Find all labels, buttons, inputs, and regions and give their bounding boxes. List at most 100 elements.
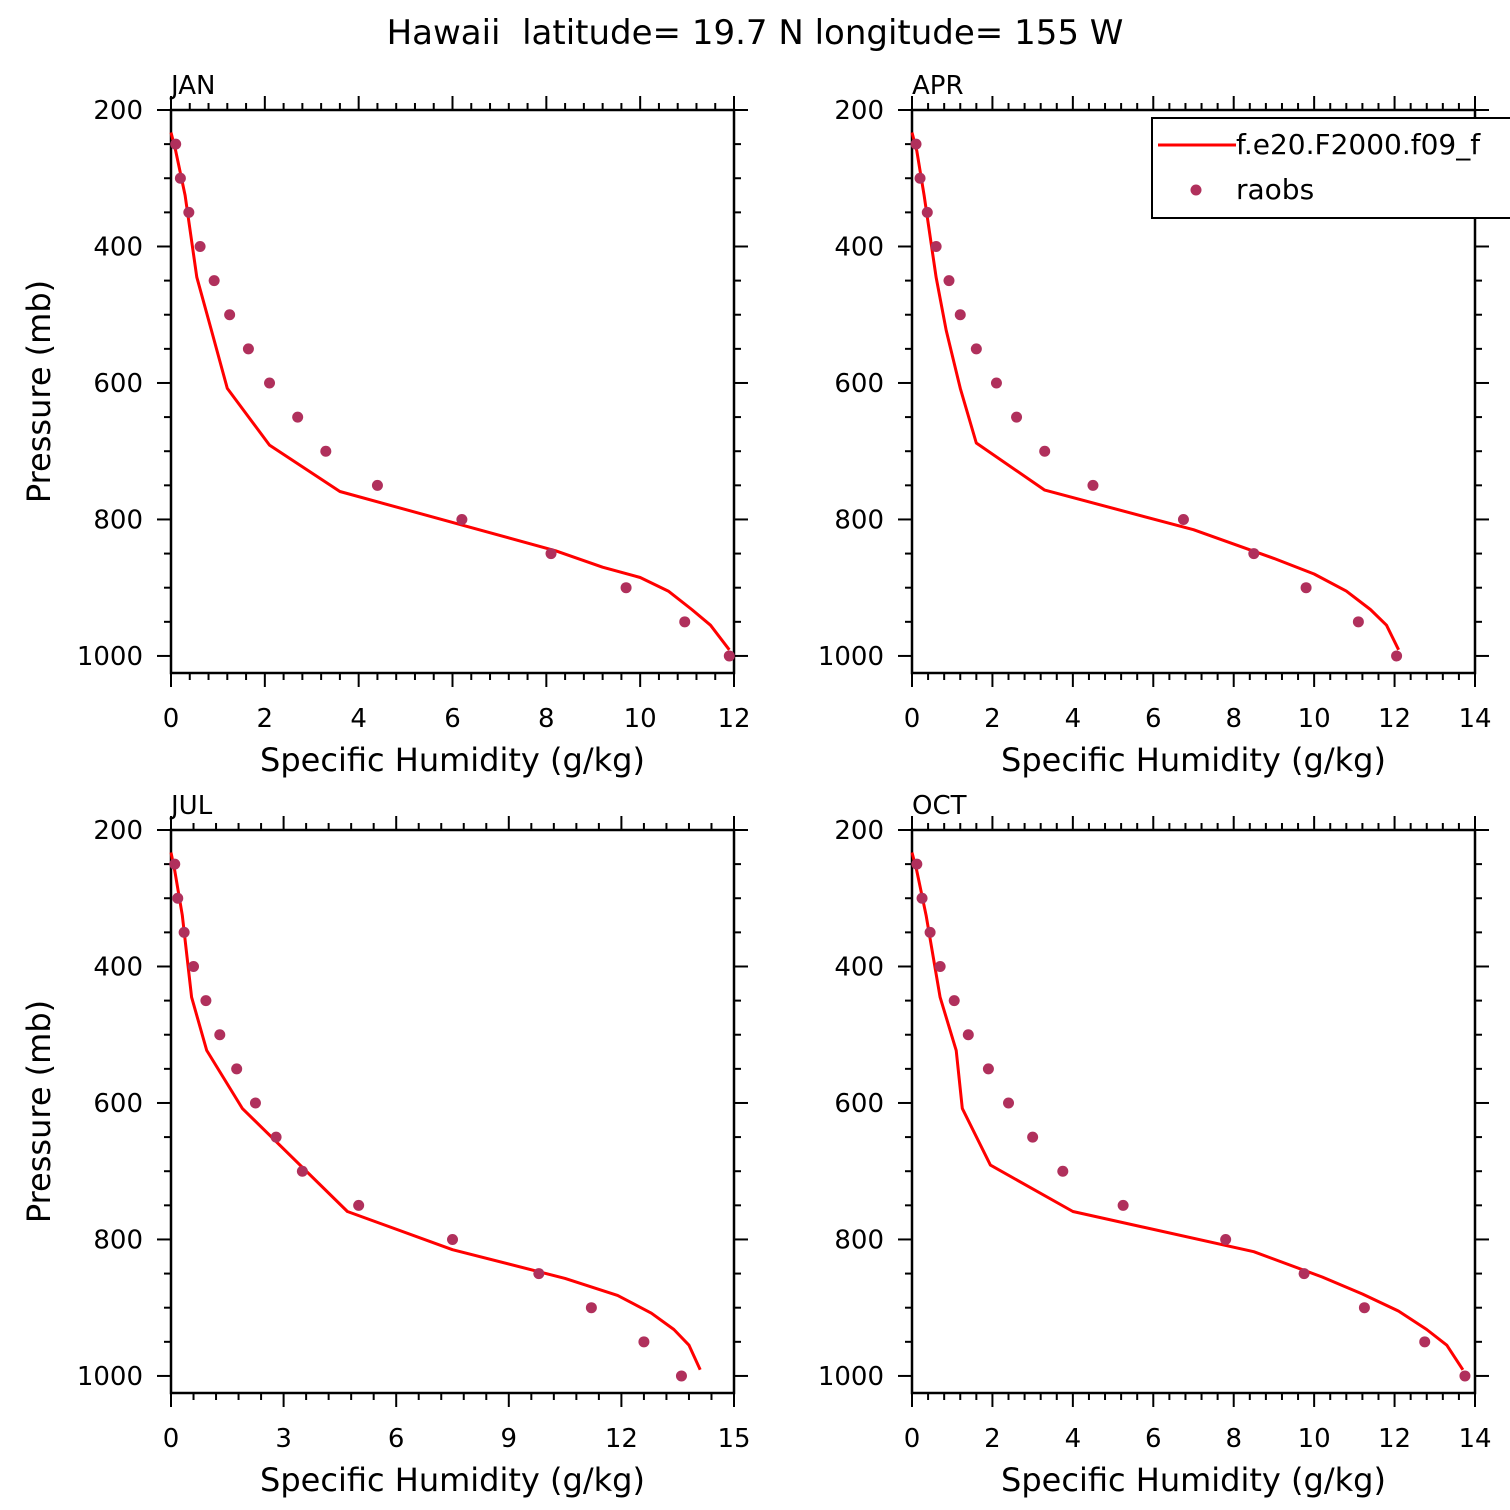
y-tick-label: 1000	[818, 642, 884, 672]
raobs-point	[921, 206, 933, 218]
x-tick-label: 6	[1145, 704, 1162, 734]
x-tick-label: 12	[717, 704, 750, 734]
x-tick-label: 15	[717, 1424, 750, 1454]
raobs-point	[1003, 1097, 1015, 1109]
y-tick-label: 200	[834, 816, 884, 846]
x-tick-label: 4	[350, 704, 367, 734]
raobs-point	[679, 616, 691, 628]
raobs-point	[170, 138, 182, 150]
panel-oct: OCT 0 2 4 6 8 10 12 14 200 400 600 800 1000 Specific H…	[818, 791, 1492, 1499]
raobs-point	[1057, 1165, 1069, 1177]
raobs-point	[456, 513, 468, 525]
raobs-point	[194, 240, 206, 252]
raobs-point	[1177, 513, 1189, 525]
panel-apr: APR 0 2 4 6 8 10 12 14 200 400 600 800 1000 Specific H…	[818, 71, 1510, 779]
x-tick-label: 0	[163, 1424, 180, 1454]
x-tick-label: 4	[1065, 1424, 1082, 1454]
x-tick-label: 0	[904, 704, 921, 734]
panel-jan: JAN 0 2 4 6 8 10 12 200 400 600 800 1000 Specific Hum…	[20, 71, 751, 779]
x-tick-label: 6	[444, 704, 461, 734]
x-tick-label: 2	[984, 1424, 1001, 1454]
raobs-point	[638, 1336, 650, 1348]
y-tick-label: 800	[834, 505, 884, 535]
raobs-point	[320, 445, 332, 457]
x-tick-label: 12	[1378, 1424, 1411, 1454]
x-tick-label: 8	[1225, 1424, 1242, 1454]
y-tick-label: 400	[93, 232, 143, 262]
raobs-point	[962, 1029, 974, 1041]
panel-title-jan: JAN	[169, 71, 215, 101]
y-tick-label: 400	[834, 232, 884, 262]
model-line	[910, 852, 1465, 1371]
raobs-point	[934, 960, 946, 972]
raobs-point	[1011, 411, 1023, 423]
raobs-point	[930, 240, 942, 252]
raobs-point	[970, 343, 982, 355]
y-tick-label: 200	[834, 96, 884, 126]
panel-title-jul: JUL	[169, 791, 213, 821]
panel-title-oct: OCT	[912, 791, 967, 821]
plot-frame	[910, 828, 1477, 1395]
raobs-point	[270, 1131, 282, 1143]
plot-frame	[910, 108, 1477, 675]
x-axis-label: Specific Humidity (g/kg)	[260, 1461, 645, 1499]
y-tick-label: 1000	[77, 1362, 143, 1392]
raobs-point	[1300, 582, 1312, 594]
raobs-point	[954, 309, 966, 321]
y-tick-label: 400	[93, 952, 143, 982]
x-tick-label: 12	[605, 1424, 638, 1454]
raobs-point	[943, 275, 955, 287]
x-axis-label: Specific Humidity (g/kg)	[1001, 741, 1386, 779]
raobs-point	[200, 995, 212, 1007]
raobs-point	[231, 1063, 243, 1075]
raobs-point	[1027, 1131, 1039, 1143]
raobs-point	[1039, 445, 1051, 457]
model-line	[169, 132, 731, 651]
raobs-point	[1391, 650, 1403, 662]
x-tick-label: 10	[1298, 1424, 1331, 1454]
raobs-point	[924, 926, 936, 938]
x-tick-label: 14	[1458, 704, 1491, 734]
model-line	[910, 132, 1400, 651]
x-tick-label: 12	[1378, 704, 1411, 734]
raobs-point	[723, 650, 735, 662]
raobs-point	[183, 206, 195, 218]
raobs-point	[1117, 1199, 1129, 1211]
y-tick-label: 400	[834, 952, 884, 982]
raobs-point	[1419, 1336, 1431, 1348]
raobs-point	[188, 960, 200, 972]
x-tick-label: 6	[1145, 1424, 1162, 1454]
y-tick-label: 800	[93, 505, 143, 535]
raobs-point	[533, 1268, 545, 1280]
legend-box	[1151, 117, 1510, 219]
raobs-point	[172, 892, 184, 904]
raobs-point	[910, 138, 922, 150]
raobs-point	[1220, 1233, 1232, 1245]
raobs-point	[353, 1199, 365, 1211]
raobs-point	[1087, 479, 1099, 491]
raobs-point	[1352, 616, 1364, 628]
y-tick-label: 200	[93, 96, 143, 126]
raobs-point	[990, 377, 1002, 389]
raobs-point	[224, 309, 236, 321]
legend-dot-swatch	[1190, 184, 1202, 196]
y-tick-label: 600	[834, 1089, 884, 1119]
raobs-point	[620, 582, 632, 594]
x-tick-label: 10	[1298, 704, 1331, 734]
panel-jul: JUL 0 3 6 9 12 15 200 400 600 800 1000 Specific Humi…	[20, 791, 751, 1499]
raobs-point	[174, 172, 186, 184]
raobs-point	[249, 1097, 261, 1109]
raobs-point	[1298, 1268, 1310, 1280]
x-tick-label: 0	[163, 704, 180, 734]
legend-model-label: f.e20.F2000.f09_f	[1236, 128, 1481, 161]
raobs-point	[208, 275, 220, 287]
x-tick-label: 2	[984, 704, 1001, 734]
raobs-point	[1358, 1302, 1370, 1314]
y-tick-label: 600	[93, 1089, 143, 1119]
raobs-point	[371, 479, 383, 491]
x-tick-label: 14	[1458, 1424, 1491, 1454]
legend-obs-label: raobs	[1236, 173, 1314, 206]
